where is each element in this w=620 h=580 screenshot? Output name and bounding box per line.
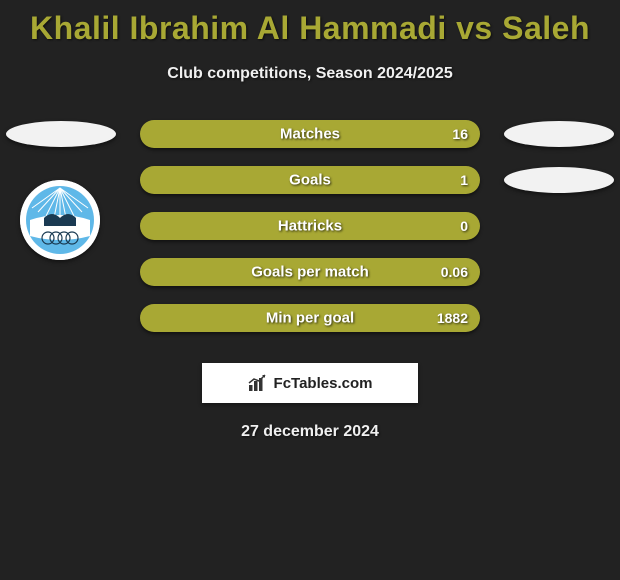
stat-row: Goals per match 0.06 — [0, 249, 620, 295]
stat-bar: Min per goal 1882 — [140, 304, 480, 332]
stat-row: Min per goal 1882 — [0, 295, 620, 341]
stat-value: 1882 — [437, 310, 468, 326]
stat-value: 1 — [460, 172, 468, 188]
stat-row: Goals 1 — [0, 157, 620, 203]
club-logo-svg — [20, 180, 100, 260]
stat-label: Matches — [280, 126, 340, 143]
player-oval-left — [6, 121, 116, 147]
player-oval-right — [504, 121, 614, 147]
stat-label: Goals per match — [251, 264, 369, 281]
stat-bar: Goals 1 — [140, 166, 480, 194]
page-title: Khalil Ibrahim Al Hammadi vs Saleh — [0, 0, 620, 47]
stat-value: 16 — [452, 126, 468, 142]
stat-label: Goals — [289, 172, 331, 189]
club-logo — [20, 180, 100, 260]
stat-value: 0.06 — [441, 264, 468, 280]
stat-value: 0 — [460, 218, 468, 234]
brand-text: FcTables.com — [274, 375, 373, 392]
stat-bar: Matches 16 — [140, 120, 480, 148]
subtitle: Club competitions, Season 2024/2025 — [0, 65, 620, 83]
stat-bar: Hattricks 0 — [140, 212, 480, 240]
brand-box: FcTables.com — [202, 363, 418, 403]
stat-bar: Goals per match 0.06 — [140, 258, 480, 286]
stat-label: Hattricks — [278, 218, 342, 235]
stat-row: Matches 16 — [0, 111, 620, 157]
date-text: 27 december 2024 — [0, 423, 620, 441]
stat-label: Min per goal — [266, 310, 354, 327]
player-oval-right — [504, 167, 614, 193]
brand-chart-icon — [248, 374, 268, 392]
